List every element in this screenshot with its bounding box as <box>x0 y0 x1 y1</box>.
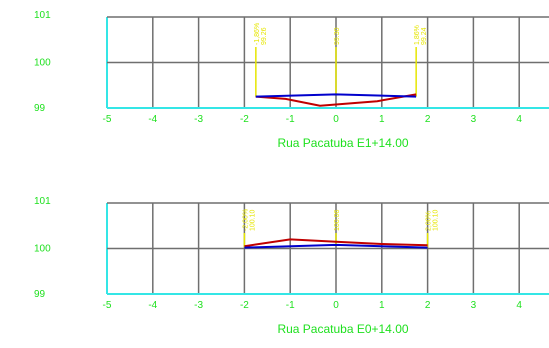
y-axis-labels: 101 100 99 <box>34 196 51 300</box>
station-markers: -1,86% 99.26 99.30 1,86% 99.24 <box>254 23 428 97</box>
y-tick-label: 100 <box>34 58 51 69</box>
y-tick-label: 99 <box>34 289 46 300</box>
y-tick-label: 99 <box>34 103 46 114</box>
station-marker-label: 1,86% <box>414 25 421 45</box>
x-axis-labels: -5 -4 -3 -2 -1 0 1 2 3 4 <box>103 114 523 125</box>
x-axis-labels: -5 -4 -3 -2 -1 0 1 2 3 4 <box>103 300 523 311</box>
station-marker-label: 100.06 <box>334 209 341 231</box>
x-tick-label: -2 <box>240 114 249 125</box>
y-axis-labels: 101 100 99 <box>34 10 51 114</box>
station-marker-label: -2,00% <box>242 209 249 231</box>
x-tick-label: -3 <box>194 300 203 311</box>
x-tick-label: 0 <box>333 114 339 125</box>
section-title: Rua Pacatuba E0+14.00 <box>277 322 408 336</box>
y-tick-label: 101 <box>34 196 51 207</box>
station-marker-label: 100.10 <box>249 209 256 231</box>
terrain-profile-line <box>244 238 428 248</box>
x-tick-label: -5 <box>103 114 112 125</box>
terrain-profile-line <box>255 93 417 107</box>
x-tick-label: -4 <box>148 114 157 125</box>
x-tick-label: 2 <box>425 300 431 311</box>
cross-section-e1: 101 100 99 -5 -4 -3 -2 -1 0 1 2 3 4 -1,86% 99.26 99.3… <box>34 10 549 150</box>
station-marker-label: 100.10 <box>433 209 440 231</box>
x-tick-label: -1 <box>286 300 295 311</box>
station-marker-label: 99.24 <box>421 27 428 45</box>
design-profile-line <box>255 93 417 98</box>
x-tick-label: 1 <box>379 114 385 125</box>
x-tick-label: 3 <box>471 114 477 125</box>
x-tick-label: 2 <box>425 114 431 125</box>
x-tick-label: -5 <box>103 300 112 311</box>
x-tick-label: -2 <box>240 300 249 311</box>
x-tick-label: 3 <box>471 300 477 311</box>
x-tick-label: 1 <box>379 300 385 311</box>
x-tick-label: 0 <box>333 300 339 311</box>
station-marker-label: 99.26 <box>261 27 268 45</box>
x-tick-label: -3 <box>194 114 203 125</box>
x-tick-label: 4 <box>516 114 522 125</box>
section-title: Rua Pacatuba E1+14.00 <box>277 136 408 150</box>
x-tick-label: -4 <box>148 300 157 311</box>
x-tick-label: 4 <box>516 300 522 311</box>
grid <box>106 202 549 295</box>
station-marker-label: -1,86% <box>254 23 261 45</box>
design-profile-line <box>244 243 428 249</box>
x-tick-label: -1 <box>286 114 295 125</box>
station-marker-label: 2,00% <box>426 211 433 231</box>
y-tick-label: 100 <box>34 244 51 255</box>
station-marker-label: 99.30 <box>334 27 341 45</box>
y-tick-label: 101 <box>34 10 51 21</box>
